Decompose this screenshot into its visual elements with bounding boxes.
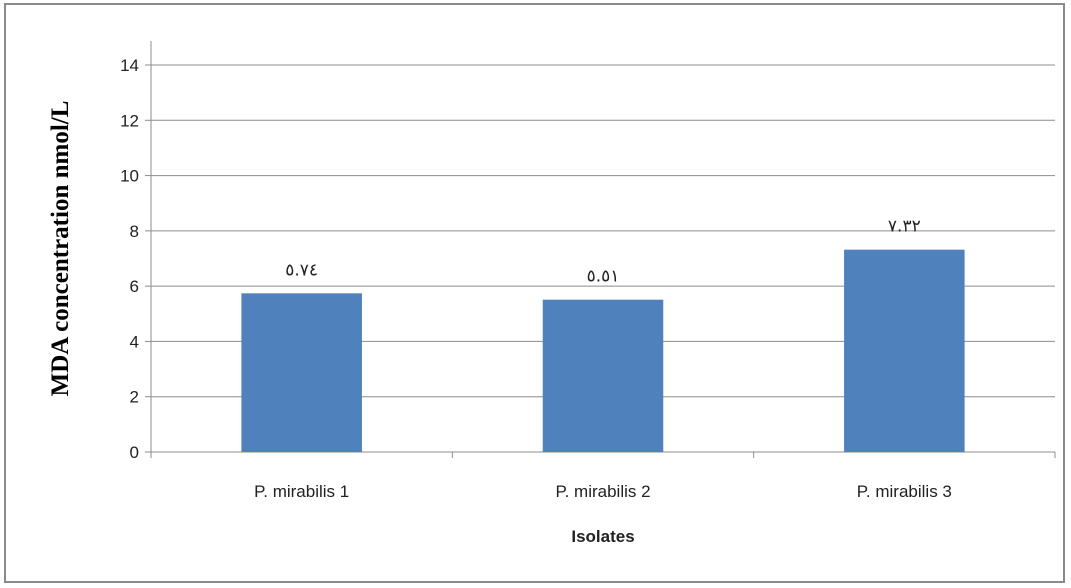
bar <box>844 249 965 452</box>
bar-chart: 0 2 4 6 8 10 12 14 ٥.٧٤ P. mirabilis 1 ٥.٥١ P. mira… <box>47 41 1056 546</box>
y-tick-label: 14 <box>120 56 139 75</box>
bar <box>542 299 664 452</box>
bar <box>241 293 362 452</box>
data-label: ٧.٣٢ <box>888 217 921 237</box>
y-tick-label: 10 <box>120 167 139 186</box>
category-label: P. mirabilis 2 <box>555 482 650 501</box>
y-tick-label: 12 <box>120 111 139 130</box>
y-tick-label: 4 <box>130 332 139 351</box>
bars <box>241 249 965 452</box>
y-tick-label: 6 <box>130 277 139 296</box>
y-tick-label: 8 <box>130 222 139 241</box>
y-tick-label: 2 <box>130 388 139 407</box>
category-label: P. mirabilis 3 <box>857 482 952 501</box>
data-label: ٥.٧٤ <box>285 260 318 280</box>
chart-frame: 0 2 4 6 8 10 12 14 ٥.٧٤ P. mirabilis 1 ٥.٥١ P. mira… <box>4 3 1065 583</box>
y-tick-label: 0 <box>130 443 139 462</box>
category-label: P. mirabilis 1 <box>254 482 349 501</box>
y-axis-label: MDA concentration nmol/L <box>47 101 74 397</box>
labels: 0 2 4 6 8 10 12 14 ٥.٧٤ P. mirabilis 1 ٥.٥١ P. mira… <box>120 56 952 501</box>
data-label: ٥.٥١ <box>587 267 620 287</box>
x-axis-label: Isolates <box>571 527 634 546</box>
